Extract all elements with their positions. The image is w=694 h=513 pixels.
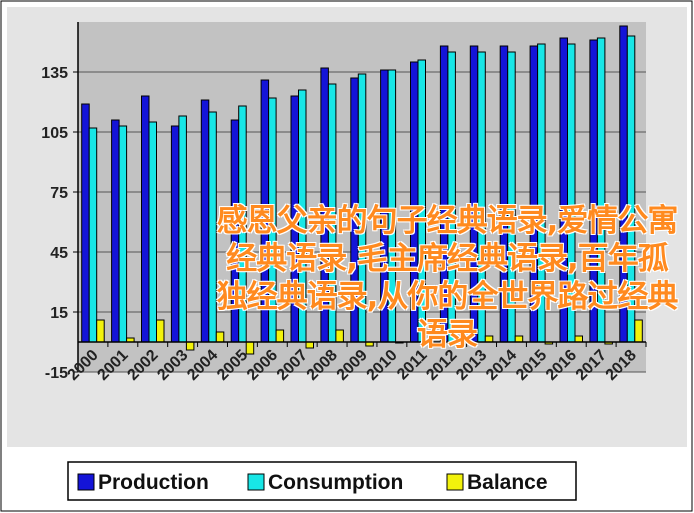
- bar-consumption-2016: [567, 43, 576, 343]
- bar-production-2006: [260, 79, 270, 343]
- y-tick-label: 135: [41, 65, 68, 82]
- legend-label-production: Production: [98, 471, 209, 494]
- bar-balance-2002: [156, 319, 165, 343]
- y-tick-label: 105: [41, 125, 68, 142]
- bar-consumption-2015: [537, 43, 546, 343]
- bar-consumption-2013: [477, 51, 486, 343]
- y-tick-label: 15: [50, 305, 68, 322]
- y-tick-labels: -15 15 45 75 105 135: [41, 65, 68, 382]
- bar-production-2003: [170, 125, 180, 343]
- bar-production-2015: [529, 45, 539, 343]
- bar-balance-2006: [275, 329, 285, 343]
- bar-consumption-2009: [357, 73, 367, 343]
- legend: Production Consumption Balance: [67, 461, 577, 501]
- bar-production-2012: [439, 45, 449, 343]
- bar-consumption-2010: [387, 69, 397, 343]
- bar-balance-2012: [454, 335, 464, 343]
- bar-balance-2018: [634, 319, 643, 343]
- legend-swatch-consumption: [247, 473, 265, 491]
- bar-production-2018: [619, 25, 628, 343]
- y-tick-label: -15: [45, 365, 68, 382]
- bar-production-2013: [469, 45, 479, 343]
- bar-consumption-2001: [118, 125, 128, 343]
- bar-production-2005: [230, 119, 240, 343]
- bar-balance-2000: [96, 319, 105, 343]
- bar-production-2009: [350, 77, 359, 343]
- bar-production-2011: [410, 61, 419, 343]
- bar-balance-2014: [514, 335, 524, 343]
- y-tick-label: 75: [50, 185, 68, 202]
- bar-consumption-2017: [596, 37, 606, 343]
- bar-consumption-2000: [88, 127, 98, 343]
- legend-box: [67, 461, 577, 501]
- y-tick-label: 45: [50, 245, 68, 262]
- bar-balance-2003: [185, 341, 195, 351]
- bar-balance-2016: [574, 335, 583, 343]
- bar-consumption-2007: [298, 89, 307, 343]
- bar-consumption-2006: [268, 97, 277, 343]
- bar-consumption-2012: [447, 51, 456, 343]
- bar-balance-2007: [305, 341, 314, 349]
- legend-label-consumption: Consumption: [268, 471, 403, 494]
- bar-balance-2013: [484, 335, 494, 343]
- bar-production-2001: [111, 119, 120, 343]
- bar-balance-2008: [335, 329, 344, 343]
- bar-production-2010: [380, 69, 389, 343]
- bar-consumption-2002: [148, 121, 157, 343]
- bar-production-2014: [499, 45, 509, 343]
- bar-balance-2005: [245, 341, 255, 355]
- bar-production-2008: [320, 67, 329, 343]
- bar-consumption-2003: [178, 115, 187, 343]
- bar-production-2000: [81, 103, 90, 343]
- legend-swatch-balance: [446, 473, 464, 491]
- bar-consumption-2005: [238, 105, 247, 343]
- bar-production-2007: [290, 95, 299, 343]
- bar-production-2002: [141, 95, 150, 343]
- bar-consumption-2011: [417, 59, 426, 343]
- bar-consumption-2004: [208, 111, 217, 343]
- bar-balance-2004: [215, 331, 225, 343]
- bar-production-2004: [200, 99, 210, 343]
- axes: [73, 22, 647, 373]
- bar-consumption-2018: [626, 35, 636, 343]
- bar-consumption-2008: [327, 83, 337, 343]
- bar-production-2017: [589, 39, 598, 343]
- bar-production-2016: [559, 37, 568, 343]
- bar-consumption-2014: [507, 51, 516, 343]
- legend-swatch-production: [77, 473, 95, 491]
- legend-label-balance: Balance: [467, 471, 548, 494]
